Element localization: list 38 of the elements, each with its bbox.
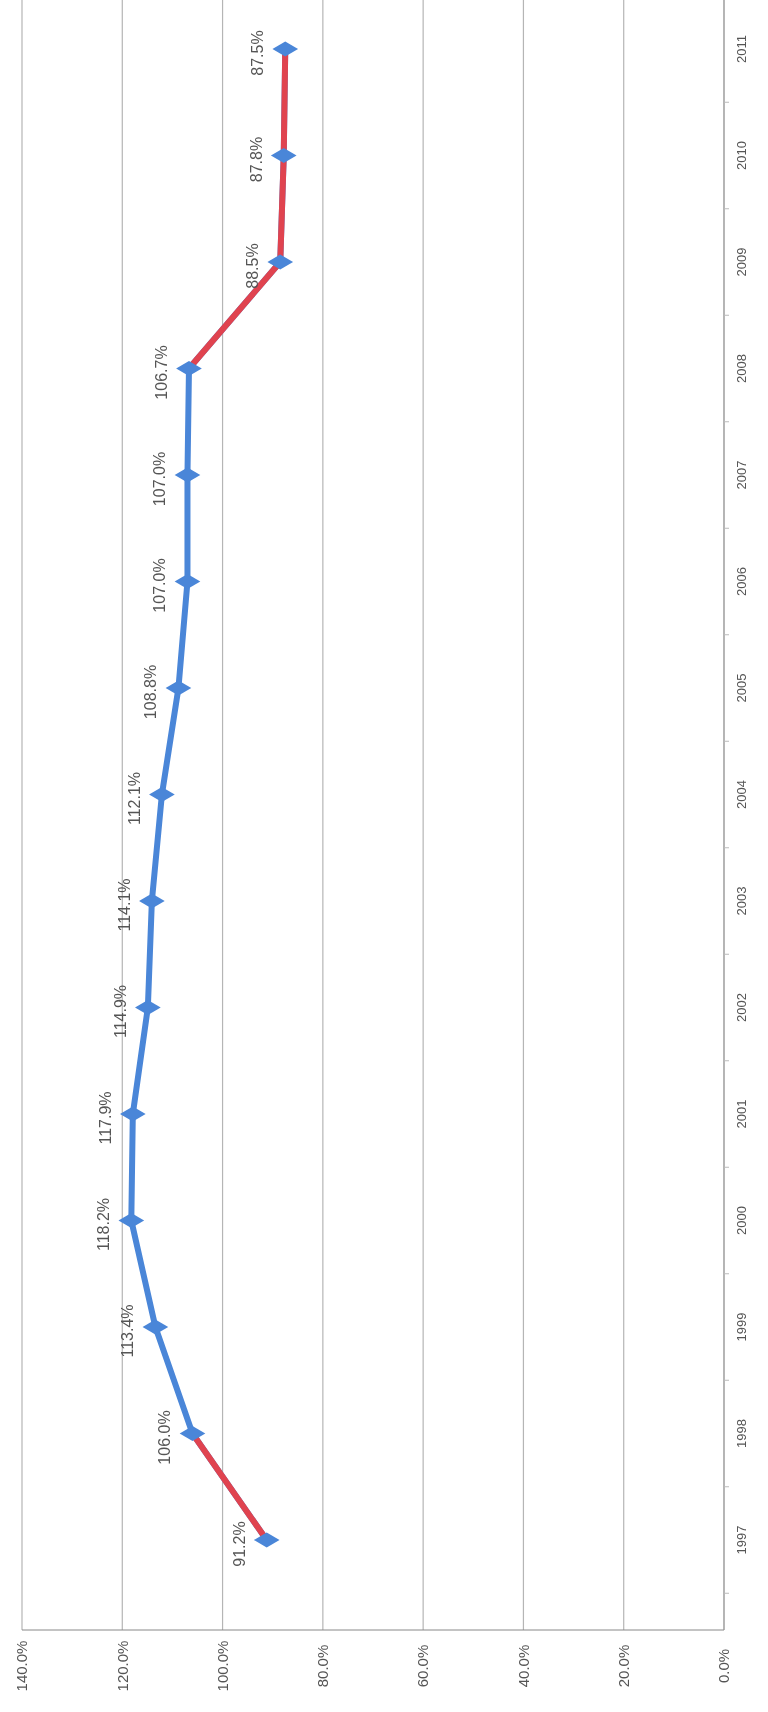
x-tick-label: 20.0%	[614, 1644, 632, 1688]
data-label: 118.2%	[95, 1197, 113, 1252]
y-tick-label: 2004	[734, 780, 749, 809]
x-tick-label: 120.0%	[113, 1640, 131, 1692]
x-tick-label: 140.0%	[13, 1640, 31, 1692]
y-tick-label: 1999	[734, 1312, 749, 1342]
data-label: 106.7%	[152, 345, 170, 400]
data-label: 91.2%	[230, 1521, 248, 1567]
y-tick-label: 2006	[734, 567, 749, 596]
y-tick-label: 2003	[734, 886, 749, 916]
data-label: 113.4%	[119, 1304, 137, 1358]
x-tick-label: 100.0%	[213, 1640, 231, 1692]
data-label: 87.5%	[249, 30, 267, 76]
x-tick-label: 0.0%	[715, 1648, 733, 1684]
y-tick-label: 2000	[734, 1206, 749, 1235]
y-tick-label: 2002	[734, 993, 749, 1022]
y-tick-label: 1998	[734, 1419, 749, 1448]
y-tick-label: 2007	[734, 460, 749, 490]
data-label: 88.5%	[244, 243, 262, 289]
data-label: 117.9%	[96, 1091, 114, 1145]
data-label: 108.8%	[142, 664, 160, 720]
y-tick-label: 2005	[734, 673, 749, 703]
y-tick-label: 2001	[734, 1099, 749, 1129]
data-label: 107.0%	[151, 451, 169, 507]
data-label: 112.1%	[125, 771, 143, 826]
x-tick-label: 80.0%	[314, 1644, 332, 1688]
x-tick-label: 60.0%	[414, 1644, 432, 1688]
y-tick-label: 2011	[734, 35, 749, 63]
x-tick-label: 40.0%	[514, 1644, 532, 1688]
data-label: 114.9%	[111, 984, 129, 1039]
y-tick-label: 1997	[734, 1525, 749, 1555]
y-tick-label: 2009	[734, 247, 749, 277]
data-label: 106.0%	[156, 1410, 174, 1465]
y-tick-label: 2010	[734, 141, 749, 170]
y-tick-label: 2008	[734, 354, 749, 383]
data-label: 114.1%	[115, 878, 133, 932]
data-label: 107.0%	[151, 558, 169, 613]
data-label: 87.8%	[247, 136, 265, 183]
